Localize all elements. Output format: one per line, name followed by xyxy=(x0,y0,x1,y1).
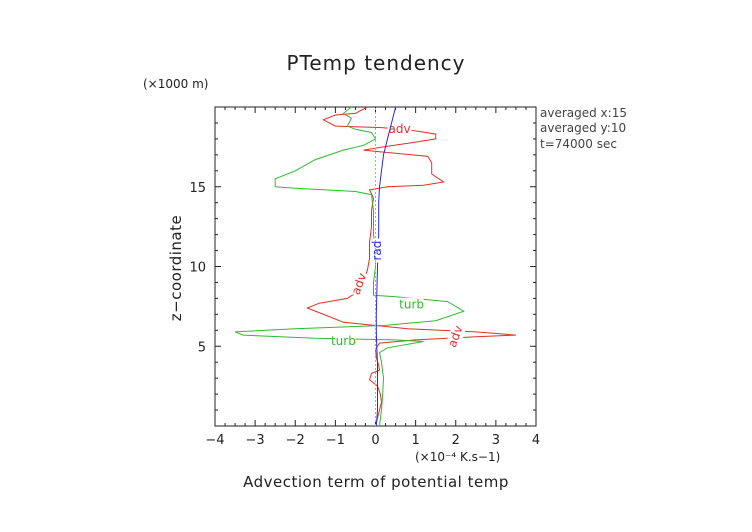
x-tick-label: −1 xyxy=(326,433,345,448)
series-label-bg xyxy=(387,122,412,137)
x-tick-label: −2 xyxy=(286,433,305,448)
annotation-x-average: averaged x:15 xyxy=(540,106,627,120)
series-label-turb: turb xyxy=(331,334,356,348)
chart-title: PTemp tendency xyxy=(286,51,465,75)
x-tick-label: 0 xyxy=(371,433,379,448)
x-tick-label: 3 xyxy=(492,433,500,448)
x-tick-label: −4 xyxy=(205,433,224,448)
series-label-turb: turb xyxy=(399,297,424,311)
y-tick-label: 5 xyxy=(198,340,206,355)
y-axis-label: z−coordinate xyxy=(167,215,185,321)
x-tick-label: −3 xyxy=(246,433,265,448)
x-tick-label: 4 xyxy=(532,433,540,448)
series-line-turb xyxy=(234,106,465,427)
x-axis-label: Advection term of potential temp xyxy=(243,473,509,491)
series-label-bg xyxy=(399,297,424,312)
series-label-adv: adv xyxy=(389,122,411,136)
y-tick-label: 15 xyxy=(189,181,206,196)
y-tick-label: 10 xyxy=(189,261,206,276)
series-line-adv xyxy=(305,106,516,427)
series-label-adv: adv xyxy=(445,324,466,350)
annotation-time: t=74000 sec xyxy=(540,137,617,151)
series-layer: adv adv adv turb turb rad xyxy=(234,106,516,427)
x-unit-label: (×10⁻⁴ K.s−1) xyxy=(415,450,500,464)
y-unit-label: (×1000 m) xyxy=(143,77,208,91)
series-label-bg xyxy=(445,323,467,351)
series-label-bg xyxy=(348,270,371,298)
series-line-rad xyxy=(375,106,397,427)
annotation-y-average: averaged y:10 xyxy=(540,121,626,135)
series-label-adv: adv xyxy=(349,271,370,297)
series-label-bg xyxy=(331,334,356,349)
series-label-rad: rad xyxy=(370,241,384,261)
x-tick-label: 2 xyxy=(452,433,460,448)
series-label-bg xyxy=(370,238,385,263)
x-tick-label: 1 xyxy=(411,433,419,448)
